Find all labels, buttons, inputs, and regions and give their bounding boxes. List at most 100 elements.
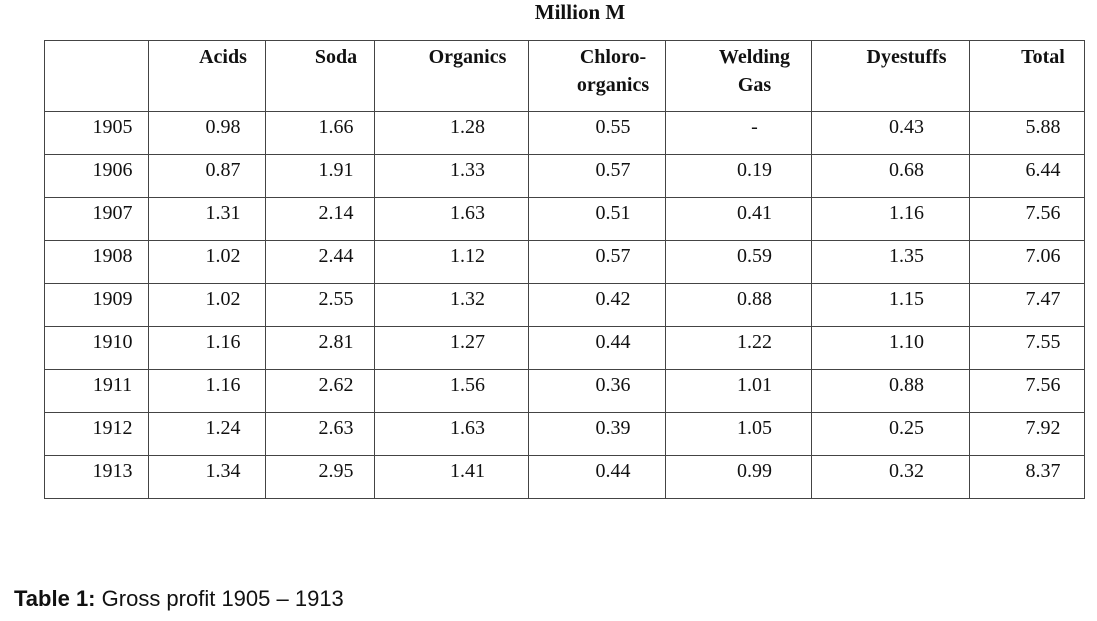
table-row: 1911 1.16 2.62 1.56 0.36 1.01 0.88 7.56 [44, 369, 1085, 413]
value-cell: 0.59 [665, 240, 812, 284]
unit-label: Million M [534, 0, 626, 24]
value-cell: 0.44 [528, 326, 666, 370]
caption: Table 1: Gross profit 1905 – 1913 [14, 586, 344, 612]
header-line: Gas [737, 74, 772, 96]
value-cell: 1.10 [811, 326, 970, 370]
value-cell: 1.34 [148, 455, 266, 499]
value-cell: 2.81 [265, 326, 375, 370]
profit-table: Acids Soda Organics Chloro-organics Welding G… [44, 40, 1085, 499]
column-header [44, 40, 149, 112]
value-cell: 0.41 [665, 197, 812, 241]
value-cell: 0.42 [528, 283, 666, 327]
value-cell: 0.87 [148, 154, 266, 198]
value-cell: 0.99 [665, 455, 812, 499]
value-cell: 1.15 [811, 283, 970, 327]
table-body: 1905 0.98 1.66 1.28 0.55-0.43 5.88 1906 0.87 1.9… [44, 111, 1085, 499]
year-cell: 1909 [44, 283, 149, 327]
value-cell: 1.31 [148, 197, 266, 241]
value-cell: 1.63 [374, 197, 529, 241]
table-row: 1913 1.34 2.95 1.41 0.44 0.99 0.32 8.37 [44, 455, 1085, 499]
value-cell: 1.91 [265, 154, 375, 198]
year-cell: 1911 [44, 369, 149, 413]
column-header: Welding Gas [665, 40, 812, 112]
value-cell: 1.05 [665, 412, 812, 456]
value-cell: 1.63 [374, 412, 529, 456]
value-cell: 0.25 [811, 412, 970, 456]
value-cell: 0.55 [528, 111, 666, 155]
table-row: 1909 1.02 2.55 1.32 0.42 0.88 1.15 7.47 [44, 283, 1085, 327]
value-cell: 1.56 [374, 369, 529, 413]
value-cell: 7.47 [969, 283, 1085, 327]
value-cell: 0.57 [528, 240, 666, 284]
value-cell: 1.24 [148, 412, 266, 456]
value-cell: 1.16 [811, 197, 970, 241]
value-cell: 2.62 [265, 369, 375, 413]
value-cell: 7.56 [969, 369, 1085, 413]
value-cell: 0.57 [528, 154, 666, 198]
value-cell: 1.35 [811, 240, 970, 284]
header-line: Chloro- [579, 46, 647, 68]
value-cell: 1.01 [665, 369, 812, 413]
caption-label: Table 1: [14, 586, 96, 611]
column-header: Soda [265, 40, 375, 112]
value-cell: - [665, 111, 812, 155]
value-cell: 7.55 [969, 326, 1085, 370]
value-cell: 2.55 [265, 283, 375, 327]
value-cell: 1.12 [374, 240, 529, 284]
year-cell: 1905 [44, 111, 149, 155]
value-cell: 1.16 [148, 369, 266, 413]
value-cell: 0.32 [811, 455, 970, 499]
value-cell: 1.32 [374, 283, 529, 327]
value-cell: 0.36 [528, 369, 666, 413]
column-header: Acids [148, 40, 266, 112]
value-cell: 5.88 [969, 111, 1085, 155]
table-row: 1905 0.98 1.66 1.28 0.55-0.43 5.88 [44, 111, 1085, 155]
value-cell: 0.68 [811, 154, 970, 198]
value-cell: 7.92 [969, 412, 1085, 456]
table-row: 1907 1.31 2.14 1.63 0.51 0.41 1.16 7.56 [44, 197, 1085, 241]
value-cell: 0.19 [665, 154, 812, 198]
value-cell: 0.98 [148, 111, 266, 155]
year-cell: 1913 [44, 455, 149, 499]
value-cell: 1.02 [148, 240, 266, 284]
value-cell: 6.44 [969, 154, 1085, 198]
value-cell: 7.56 [969, 197, 1085, 241]
value-cell: 8.37 [969, 455, 1085, 499]
year-cell: 1906 [44, 154, 149, 198]
value-cell: 0.39 [528, 412, 666, 456]
caption-text: Gross profit 1905 – 1913 [101, 586, 344, 611]
value-cell: 1.33 [374, 154, 529, 198]
value-cell: 0.51 [528, 197, 666, 241]
value-cell: 0.88 [811, 369, 970, 413]
header-line: Welding [718, 46, 791, 68]
year-cell: 1907 [44, 197, 149, 241]
table-row: 1908 1.02 2.44 1.12 0.57 0.59 1.35 7.06 [44, 240, 1085, 284]
value-cell: 1.22 [665, 326, 812, 370]
column-header: Chloro-organics [528, 40, 666, 112]
table-row: 1912 1.24 2.63 1.63 0.39 1.05 0.25 7.92 [44, 412, 1085, 456]
column-header: Dyestuffs [811, 40, 970, 112]
value-cell: 2.95 [265, 455, 375, 499]
value-cell: 0.44 [528, 455, 666, 499]
column-header: Total [969, 40, 1085, 112]
value-cell: 0.43 [811, 111, 970, 155]
year-cell: 1908 [44, 240, 149, 284]
column-header: Organics [374, 40, 529, 112]
table-row: 1906 0.87 1.91 1.33 0.57 0.19 0.68 6.44 [44, 154, 1085, 198]
value-cell: 7.06 [969, 240, 1085, 284]
value-cell: 2.44 [265, 240, 375, 284]
header-row: Acids Soda Organics Chloro-organics Welding G… [44, 40, 1085, 112]
value-cell: 1.16 [148, 326, 266, 370]
value-cell: 2.63 [265, 412, 375, 456]
table-row: 1910 1.16 2.81 1.27 0.44 1.22 1.10 7.55 [44, 326, 1085, 370]
value-cell: 0.88 [665, 283, 812, 327]
year-cell: 1912 [44, 412, 149, 456]
value-cell: 1.66 [265, 111, 375, 155]
value-cell: 1.28 [374, 111, 529, 155]
value-cell: 1.02 [148, 283, 266, 327]
year-cell: 1910 [44, 326, 149, 370]
header-line: organics [576, 74, 650, 96]
value-cell: 1.41 [374, 455, 529, 499]
value-cell: 1.27 [374, 326, 529, 370]
